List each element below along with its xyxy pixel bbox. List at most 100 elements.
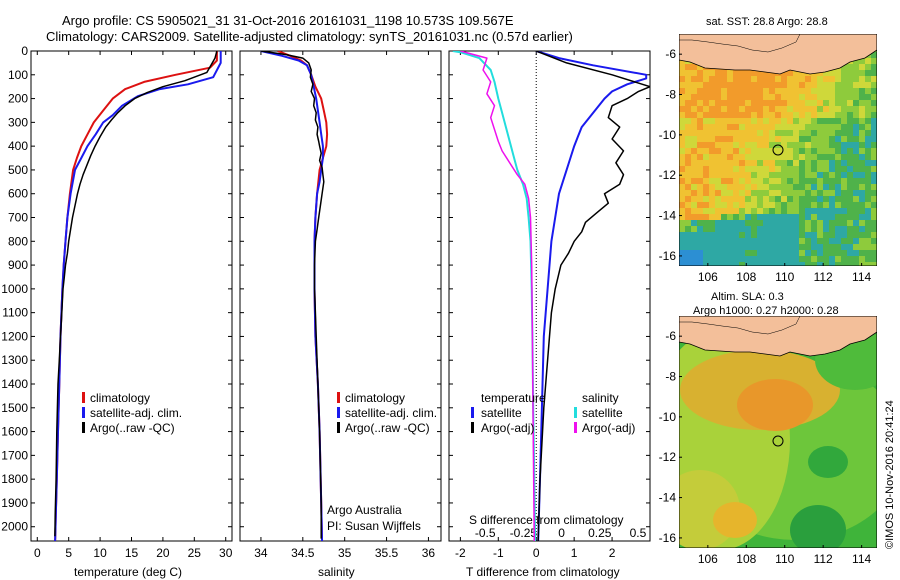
sst-cell (697, 88, 703, 94)
sst-cell (757, 148, 763, 154)
sst-cell (727, 82, 733, 88)
sst-cell (799, 184, 805, 190)
sst-cell (697, 208, 703, 214)
sst-cell (715, 202, 721, 208)
temperature-panel: 0 5 10 15 20 25 30 temperature (deg C) climato… (30, 50, 233, 579)
sst-cell (811, 202, 817, 208)
sst-cell (829, 136, 835, 142)
sst-cell (841, 256, 847, 262)
map-y-tick-label: -12 (659, 450, 677, 464)
sst-cell (817, 112, 823, 118)
sst-cell (697, 154, 703, 160)
sst-cell (691, 202, 697, 208)
sst-cell (805, 196, 811, 202)
sst-cell (691, 166, 697, 172)
sst-cell (811, 256, 817, 262)
legend-label-argo: Argo(..raw -QC) (345, 421, 430, 435)
sst-cell (787, 76, 793, 82)
sst-cell (715, 82, 721, 88)
sst-cell (709, 136, 715, 142)
sst-cell (871, 250, 877, 256)
sst-cell (757, 70, 763, 76)
sst-cell (835, 154, 841, 160)
sst-cell (763, 124, 769, 130)
sst-cell (709, 118, 715, 124)
sst-cell (871, 184, 877, 190)
sst-cell (811, 142, 817, 148)
sst-cell (793, 148, 799, 154)
sst-cell (685, 94, 691, 100)
sst-cell (685, 232, 691, 238)
sst-cell (805, 100, 811, 106)
map-y-tick-label: -14 (659, 491, 677, 505)
sst-cell (703, 226, 709, 232)
sst-cell (817, 238, 823, 244)
sst-cell (691, 106, 697, 112)
sst-cell (745, 70, 751, 76)
sst-cell (679, 232, 685, 238)
sst-cell (799, 244, 805, 250)
sst-cell (781, 220, 787, 226)
sst-cell (805, 88, 811, 94)
sst-cell (841, 160, 847, 166)
depth-tick-label: 1400 (1, 377, 28, 391)
sst-cell (865, 136, 871, 142)
sst-cell (739, 124, 745, 130)
sst-cell (841, 100, 847, 106)
sst-cell (859, 226, 865, 232)
sst-cell (763, 166, 769, 172)
sst-cell (757, 94, 763, 100)
sst-cell (679, 160, 685, 166)
sst-cell (799, 124, 805, 130)
sst-cell (775, 190, 781, 196)
sst-cell (721, 142, 727, 148)
depth-tick-label: 1800 (1, 472, 28, 486)
sst-cell (715, 100, 721, 106)
sst-cell (853, 136, 859, 142)
sst-cell (871, 214, 877, 220)
sst-cell (709, 202, 715, 208)
sst-cell (739, 226, 745, 232)
sst-cell (835, 262, 841, 266)
sst-cell (805, 136, 811, 142)
sst-cell (775, 118, 781, 124)
sst-cell (865, 70, 871, 76)
sst-cell (739, 136, 745, 142)
sst-cell (685, 118, 691, 124)
sst-cell (847, 178, 853, 184)
sst-cell (697, 130, 703, 136)
sst-cell (859, 166, 865, 172)
sst-cell (787, 226, 793, 232)
sst-cell (739, 70, 745, 76)
sst-cell (697, 136, 703, 142)
sst-cell (787, 154, 793, 160)
sst-cell (685, 88, 691, 94)
sst-cell (817, 106, 823, 112)
sst-cell (679, 94, 685, 100)
sst-cell (709, 100, 715, 106)
depth-tick-label: 1300 (1, 353, 28, 367)
sst-cell (733, 166, 739, 172)
sst-cell (745, 262, 751, 266)
sst-cell (805, 172, 811, 178)
sst-cell (691, 244, 697, 250)
depth-tick-label: 1500 (1, 401, 28, 415)
sst-cell (745, 130, 751, 136)
sst-cell (817, 214, 823, 220)
sst-cell (733, 262, 739, 266)
sst-cell (829, 202, 835, 208)
sst-cell (847, 124, 853, 130)
sst-cell (817, 172, 823, 178)
sst-cell (781, 112, 787, 118)
series-satellite-adj-clim- (54, 51, 222, 541)
sst-cell (769, 130, 775, 136)
sst-cell (841, 64, 847, 70)
sst-cell (763, 196, 769, 202)
sst-cell (703, 124, 709, 130)
sst-cell (775, 130, 781, 136)
sst-cell (793, 124, 799, 130)
sst-cell (769, 244, 775, 250)
sst-cell (685, 82, 691, 88)
sst-cell (757, 250, 763, 256)
sst-cell (871, 238, 877, 244)
